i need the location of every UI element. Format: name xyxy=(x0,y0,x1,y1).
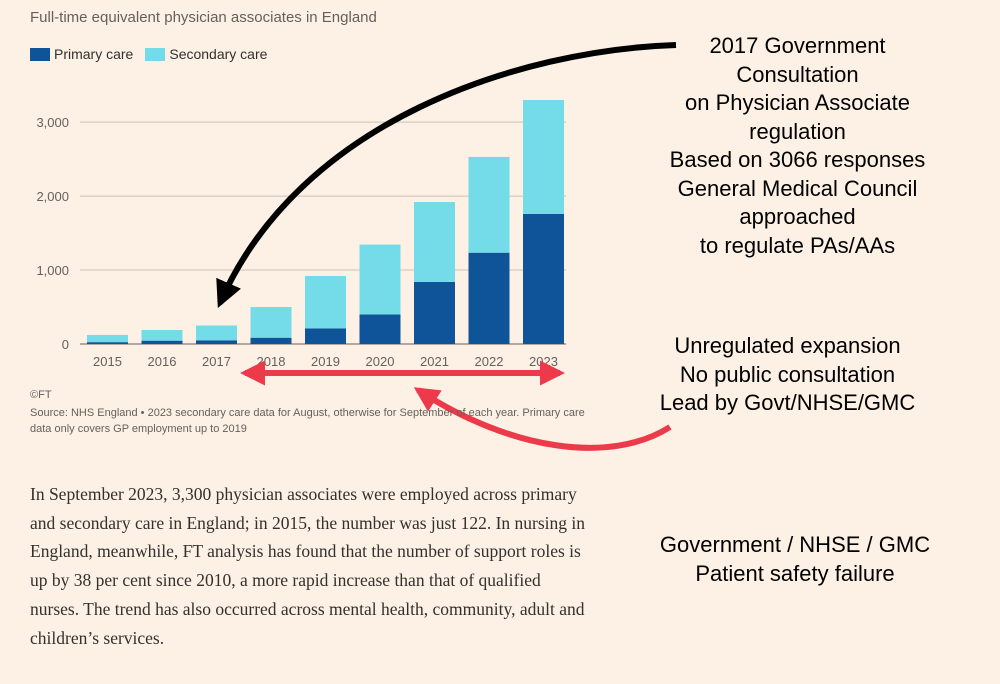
y-tick-label: 0 xyxy=(62,337,69,352)
red-curved-arrow xyxy=(413,387,672,451)
annotation-line: approached xyxy=(739,204,856,229)
annotation-line: General Medical Council xyxy=(677,175,918,201)
annotation-line: No public consultation xyxy=(679,361,896,387)
annotation-line: to regulate PAs/AAs xyxy=(699,232,896,258)
x-tick-label: 2015 xyxy=(93,354,122,369)
annotation-line: Patient safety failure xyxy=(695,560,895,586)
annotation-expansion: Unregulated expansion No public consulta… xyxy=(630,332,945,418)
x-tick-label: 2016 xyxy=(148,354,177,369)
legend-label-primary: Primary care xyxy=(54,46,134,62)
annotation-line: Consultation xyxy=(736,61,859,87)
bar-secondary-care-2022 xyxy=(468,156,510,253)
annotation-line: Government / NHSE / GMC xyxy=(659,532,931,557)
chart-title: Full-time equivalent physician associate… xyxy=(30,9,377,26)
x-tick-label: 2019 xyxy=(311,354,340,369)
legend-entry-secondary: Secondary care xyxy=(145,46,267,62)
bar-primary-care-2016 xyxy=(141,340,183,344)
y-tick-label: 3,000 xyxy=(36,115,69,130)
annotation-line: on Physician Associate xyxy=(684,90,911,115)
bar-primary-care-2018 xyxy=(250,337,292,344)
legend-swatch-primary xyxy=(30,47,50,61)
legend-label-secondary: Secondary care xyxy=(169,46,268,62)
bars xyxy=(87,100,564,344)
x-tick-label: 2018 xyxy=(257,354,286,369)
annotation-line: Based on 3066 responses xyxy=(669,147,926,172)
bar-primary-care-2017 xyxy=(196,340,237,344)
bar-secondary-care-2023 xyxy=(523,100,564,214)
x-tick-label: 2023 xyxy=(529,354,558,369)
legend-swatch-secondary xyxy=(145,47,166,61)
bar-secondary-care-2018 xyxy=(250,307,292,338)
bar-secondary-care-2017 xyxy=(196,325,237,341)
chart-source: Source: NHS England • 2023 secondary car… xyxy=(30,407,585,435)
annotation-line: regulation xyxy=(749,118,846,144)
chart-legend: Primary care Secondary care xyxy=(30,46,279,62)
bar-secondary-care-2015 xyxy=(87,334,128,343)
bar-primary-care-2019 xyxy=(305,328,346,344)
bar-primary-care-2015 xyxy=(87,342,128,344)
bar-primary-care-2022 xyxy=(468,252,510,344)
y-tick-label: 1,000 xyxy=(36,263,69,278)
x-tick-label: 2017 xyxy=(202,354,231,369)
bar-secondary-care-2019 xyxy=(305,275,346,329)
bar-secondary-care-2021 xyxy=(414,202,455,282)
bar-primary-care-2020 xyxy=(359,314,401,344)
y-tick-label: 2,000 xyxy=(36,189,69,204)
bar-secondary-care-2020 xyxy=(359,244,401,315)
legend-entry-primary: Primary care xyxy=(30,46,133,62)
annotation-line: Lead by Govt/NHSE/GMC xyxy=(659,390,916,415)
x-tick-label: 2022 xyxy=(475,354,504,369)
annotation-line: Unregulated expansion xyxy=(674,333,901,358)
bar-primary-care-2021 xyxy=(414,281,455,344)
bar-secondary-care-2016 xyxy=(141,329,183,341)
annotation-arrows xyxy=(216,42,677,451)
article-paragraph: In September 2023, 3,300 physician assoc… xyxy=(30,484,586,648)
chart-credit: ©FT xyxy=(30,389,52,401)
x-tick-label: 2020 xyxy=(366,354,395,369)
black-curved-arrow xyxy=(216,42,677,308)
bar-primary-care-2023 xyxy=(523,213,564,344)
x-tick-label: 2021 xyxy=(420,354,449,369)
annotation-consultation: 2017 Government Consultation on Physicia… xyxy=(640,32,955,260)
annotation-failure: Government / NHSE / GMC Patient safety f… xyxy=(630,531,960,588)
annotation-line: 2017 Government xyxy=(709,33,886,58)
